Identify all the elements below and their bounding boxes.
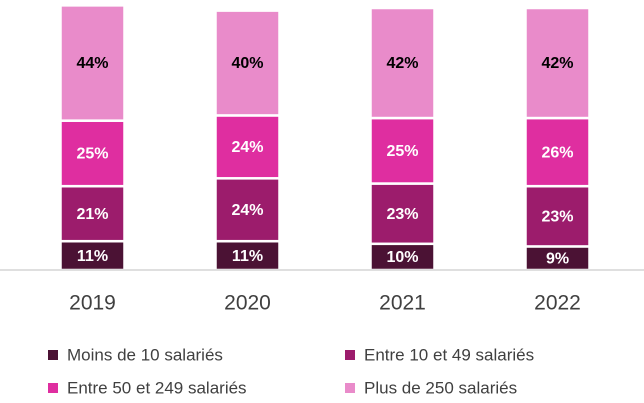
x-tick-label: 2020 — [224, 292, 271, 315]
value-label: 26% — [541, 144, 573, 161]
x-tick-label: 2019 — [69, 292, 116, 315]
legend-swatch — [48, 350, 58, 360]
legend-label: Plus de 250 salariés — [364, 378, 517, 397]
value-label: 42% — [386, 55, 418, 72]
legend-label: Entre 10 et 49 salariés — [364, 345, 534, 364]
x-tick-label: 2021 — [379, 292, 426, 315]
bar-segment — [369, 116, 436, 185]
legend-label: Moins de 10 salariés — [67, 345, 223, 364]
bar-segment — [369, 182, 436, 246]
value-label: 25% — [386, 143, 418, 160]
value-label: 11% — [77, 248, 108, 265]
legend-swatch — [345, 350, 355, 360]
value-label: 9% — [546, 250, 569, 267]
value-label: 24% — [231, 202, 263, 219]
value-label: 40% — [231, 55, 263, 72]
value-label: 23% — [386, 206, 418, 223]
value-label: 21% — [76, 206, 108, 223]
value-label: 44% — [76, 55, 108, 72]
legend-label: Entre 50 et 249 salariés — [67, 378, 247, 397]
bar-segment — [59, 184, 126, 243]
bar-segment — [369, 6, 436, 120]
value-label: 23% — [541, 209, 573, 226]
bar-segment — [59, 4, 126, 122]
legend-swatch — [48, 383, 58, 393]
value-label: 10% — [386, 249, 418, 266]
bar-segment — [524, 6, 591, 120]
bar-segment — [214, 9, 281, 117]
x-tick-label: 2022 — [534, 292, 581, 315]
value-label: 11% — [232, 248, 263, 265]
legend-swatch — [345, 383, 355, 393]
value-label: 24% — [231, 139, 263, 156]
bar-segment — [214, 177, 281, 243]
bar-segment — [524, 184, 591, 248]
bar-segment — [214, 114, 281, 180]
value-label: 42% — [541, 55, 573, 72]
value-label: 25% — [76, 146, 108, 163]
